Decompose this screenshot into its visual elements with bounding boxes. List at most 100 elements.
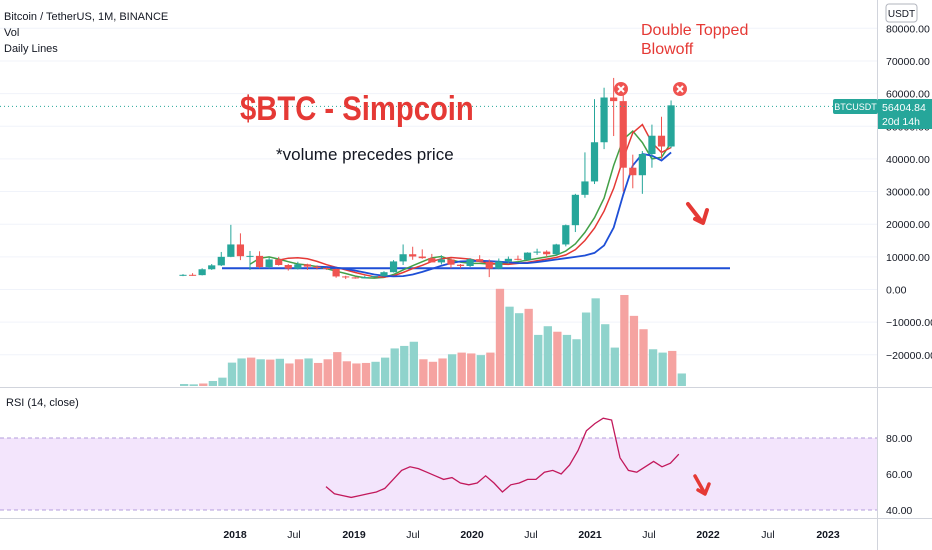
candle bbox=[600, 87, 608, 150]
volume-bar bbox=[457, 352, 466, 386]
candle-body bbox=[657, 135, 666, 147]
candle bbox=[208, 264, 216, 270]
indicator-daily-lines[interactable]: Daily Lines bbox=[4, 43, 58, 55]
candle-body bbox=[629, 167, 637, 176]
candle-body bbox=[332, 268, 340, 277]
candle bbox=[533, 248, 541, 255]
candle bbox=[236, 233, 245, 261]
time-tick-label: 2022 bbox=[696, 529, 720, 541]
rsi-band bbox=[0, 438, 877, 510]
volume-bar bbox=[514, 313, 524, 386]
candle-body bbox=[179, 274, 187, 276]
candle-body bbox=[236, 244, 245, 257]
time-axis[interactable]: 2018 Jul 2019 Jul 2020 Jul 2021 Jul 2022 Jul 2023 bbox=[223, 529, 840, 541]
candle bbox=[418, 249, 426, 259]
volume-bar bbox=[409, 341, 418, 386]
candle bbox=[657, 116, 666, 159]
candle-body bbox=[571, 194, 579, 226]
volume-bar bbox=[304, 358, 313, 386]
rsi-label[interactable]: RSI (14, close) bbox=[6, 397, 79, 409]
candle bbox=[294, 261, 302, 270]
rsi-tick-label: 60.00 bbox=[886, 469, 912, 481]
candle bbox=[313, 265, 321, 270]
time-tick-label: Jul bbox=[524, 529, 537, 541]
volume-bar bbox=[524, 308, 533, 386]
currency-button[interactable] bbox=[885, 3, 918, 23]
candle-body bbox=[619, 101, 627, 168]
volume-bar bbox=[313, 362, 323, 386]
volume-bar bbox=[275, 358, 284, 386]
candle bbox=[619, 95, 627, 192]
indicator-vol[interactable]: Vol bbox=[4, 27, 19, 39]
candle-body bbox=[552, 244, 560, 255]
candle-body bbox=[523, 252, 532, 260]
volume-bar bbox=[371, 361, 380, 386]
price-tick-label: 80000.00 bbox=[886, 23, 930, 35]
candle-body bbox=[370, 276, 378, 278]
candle-body bbox=[648, 135, 656, 155]
candle bbox=[523, 252, 532, 261]
candle-body bbox=[351, 277, 359, 279]
volume-bar bbox=[361, 362, 371, 386]
candle bbox=[456, 264, 465, 269]
candle bbox=[485, 259, 493, 278]
candle-body bbox=[265, 259, 273, 267]
candle-body bbox=[322, 267, 331, 269]
top-note-line-2[interactable]: Blowoff bbox=[641, 41, 694, 58]
volume-bar bbox=[553, 331, 562, 386]
candle bbox=[322, 267, 331, 270]
candle bbox=[447, 258, 455, 269]
candle bbox=[543, 250, 551, 257]
top-marker-2[interactable] bbox=[673, 82, 687, 96]
candle-body bbox=[198, 269, 206, 276]
candle bbox=[495, 258, 503, 270]
top-marker-1[interactable] bbox=[614, 82, 628, 96]
candle-body bbox=[600, 97, 608, 143]
candle-body bbox=[533, 251, 541, 253]
volume-bar bbox=[629, 315, 639, 386]
badge-countdown: 20d 14h bbox=[882, 116, 920, 128]
candle bbox=[198, 268, 206, 276]
volume-bar bbox=[534, 334, 543, 386]
price-tick-label: 30000.00 bbox=[886, 187, 930, 199]
candle bbox=[246, 250, 254, 270]
volume-bar bbox=[572, 339, 581, 386]
headline-annotation[interactable]: $BTC - Simpcoin bbox=[240, 89, 474, 128]
candle-body bbox=[562, 225, 570, 245]
time-tick-label: 2020 bbox=[460, 529, 484, 541]
symbol-title[interactable]: Bitcoin / TetherUS, 1M, BINANCE bbox=[4, 11, 168, 23]
top-note-line-1[interactable]: Double Topped bbox=[641, 22, 748, 39]
volume-bar bbox=[380, 357, 390, 386]
down-arrow-icon[interactable] bbox=[686, 202, 709, 225]
volume-bar bbox=[294, 359, 304, 386]
candle bbox=[610, 77, 618, 137]
volume-bar bbox=[323, 359, 332, 386]
candle-body bbox=[581, 181, 589, 195]
candle bbox=[562, 224, 570, 247]
price-tick-label: 20000.00 bbox=[886, 219, 930, 231]
candle bbox=[255, 251, 264, 269]
candle-body bbox=[543, 251, 551, 255]
candle-body bbox=[504, 258, 512, 262]
candle-body bbox=[418, 256, 426, 259]
grid bbox=[0, 27, 877, 356]
candle bbox=[476, 255, 484, 262]
candle-body bbox=[409, 254, 417, 257]
candle bbox=[227, 224, 235, 258]
price-tick-label: −20000.00 bbox=[886, 350, 932, 362]
volume-bar bbox=[285, 363, 294, 386]
volume-bar bbox=[591, 298, 600, 386]
subtext-annotation[interactable]: *volume precedes price bbox=[276, 145, 454, 164]
volume-bar bbox=[495, 288, 505, 386]
volume-bar bbox=[419, 359, 428, 386]
down-arrow-icon[interactable] bbox=[693, 474, 711, 496]
candle-body bbox=[255, 255, 264, 267]
candle-body bbox=[437, 259, 445, 263]
time-tick-label: 2023 bbox=[816, 529, 840, 541]
rsi-axis[interactable]: 80.00 60.00 40.00 bbox=[886, 433, 912, 517]
candle-body bbox=[667, 105, 675, 147]
candle bbox=[409, 246, 417, 260]
candle bbox=[380, 271, 388, 277]
candle bbox=[638, 151, 646, 194]
